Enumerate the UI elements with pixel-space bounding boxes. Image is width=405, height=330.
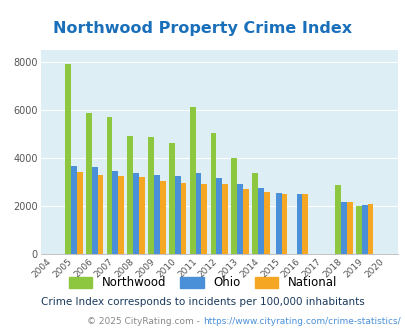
Legend: Northwood, Ohio, National: Northwood, Ohio, National	[64, 272, 341, 294]
Text: Crime Index corresponds to incidents per 100,000 inhabitants: Crime Index corresponds to incidents per…	[41, 297, 364, 307]
Text: © 2025 CityRating.com -: © 2025 CityRating.com -	[87, 317, 202, 326]
Bar	[168, 143, 175, 254]
Bar	[112, 171, 118, 254]
Bar	[77, 172, 82, 254]
Bar	[86, 113, 92, 254]
Bar	[231, 158, 237, 254]
Bar	[107, 117, 112, 254]
Bar	[222, 184, 227, 254]
Text: https://www.cityrating.com/crime-statistics/: https://www.cityrating.com/crime-statist…	[202, 317, 400, 326]
Bar	[263, 191, 269, 254]
Bar	[302, 194, 307, 254]
Bar	[237, 184, 242, 254]
Bar	[195, 174, 201, 254]
Bar	[160, 181, 165, 254]
Bar	[71, 166, 77, 254]
Bar	[201, 184, 207, 254]
Bar	[92, 167, 97, 254]
Bar	[296, 194, 302, 254]
Bar	[361, 205, 367, 254]
Bar	[281, 194, 287, 254]
Bar	[340, 202, 346, 254]
Bar	[252, 174, 257, 254]
Bar	[275, 193, 281, 254]
Bar	[367, 204, 373, 254]
Bar	[175, 176, 180, 254]
Bar	[216, 178, 222, 254]
Bar	[257, 188, 263, 254]
Text: Northwood Property Crime Index: Northwood Property Crime Index	[53, 21, 352, 36]
Bar	[127, 136, 133, 254]
Bar	[189, 107, 195, 254]
Bar	[133, 174, 139, 254]
Bar	[118, 176, 124, 254]
Bar	[153, 175, 160, 254]
Bar	[242, 189, 248, 254]
Bar	[139, 177, 145, 254]
Bar	[210, 133, 216, 254]
Bar	[180, 183, 186, 254]
Bar	[346, 202, 352, 254]
Bar	[148, 137, 153, 254]
Bar	[334, 185, 340, 254]
Bar	[355, 206, 361, 254]
Bar	[65, 64, 71, 254]
Bar	[97, 175, 103, 254]
